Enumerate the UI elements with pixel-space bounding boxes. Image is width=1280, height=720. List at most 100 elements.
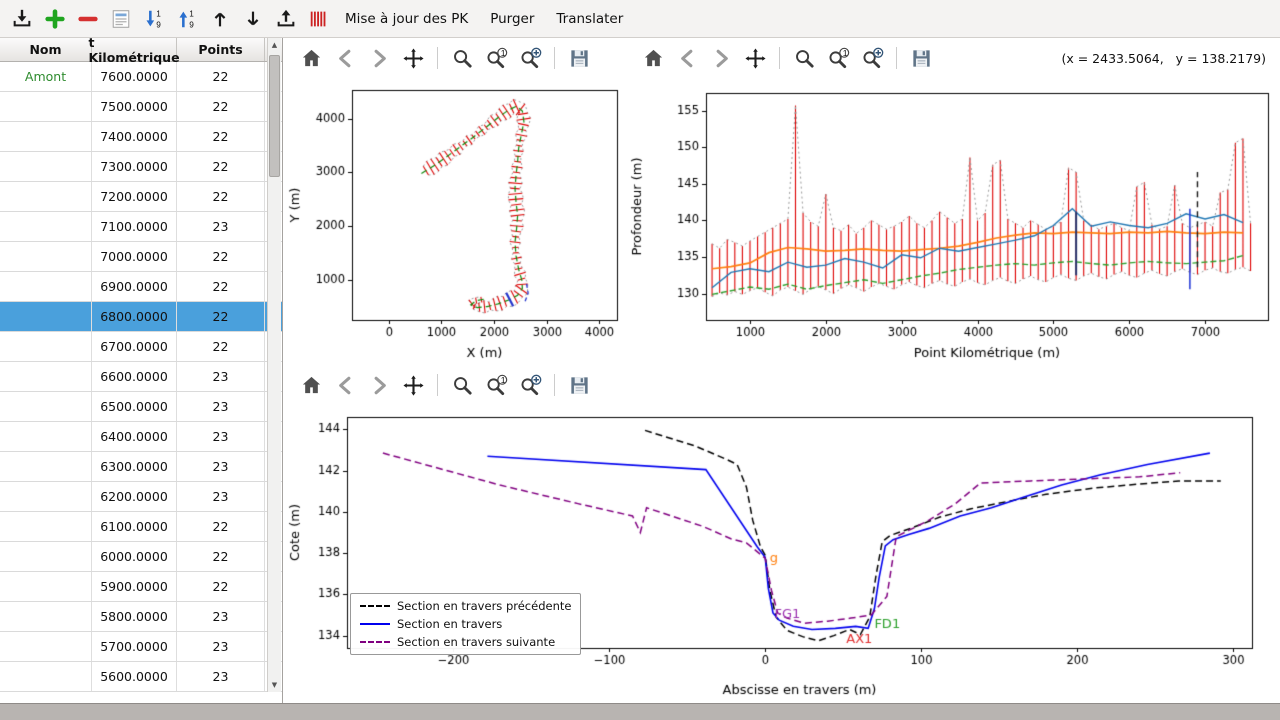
cell-points[interactable]: 23 xyxy=(177,482,265,511)
cell-points[interactable]: 22 xyxy=(177,62,265,91)
table-row[interactable]: 5900.0000 22 xyxy=(0,572,282,602)
table-row[interactable]: 7200.0000 22 xyxy=(0,182,282,212)
table-row[interactable]: 6400.0000 23 xyxy=(0,422,282,452)
cell-nom[interactable] xyxy=(0,452,92,481)
cell-nom[interactable] xyxy=(0,212,92,241)
cell-nom[interactable] xyxy=(0,92,92,121)
table-row[interactable]: 6700.0000 22 xyxy=(0,332,282,362)
table-row[interactable]: 7100.0000 23 xyxy=(0,212,282,242)
cell-nom[interactable] xyxy=(0,602,92,631)
save-button[interactable] xyxy=(907,44,935,72)
pk-marks-button[interactable] xyxy=(303,4,334,34)
cell-pk[interactable]: 6700.0000 xyxy=(92,332,177,361)
cell-points[interactable]: 22 xyxy=(177,122,265,151)
back-button[interactable] xyxy=(673,44,701,72)
cell-pk[interactable]: 7400.0000 xyxy=(92,122,177,151)
scroll-up-button[interactable]: ▲ xyxy=(271,41,278,49)
back-button[interactable] xyxy=(331,44,359,72)
cell-nom[interactable] xyxy=(0,332,92,361)
cell-nom[interactable] xyxy=(0,392,92,421)
table-row[interactable]: 6100.0000 22 xyxy=(0,512,282,542)
cell-points[interactable]: 22 xyxy=(177,572,265,601)
column-header-nom[interactable]: Nom xyxy=(0,38,92,61)
column-header-points[interactable]: Points xyxy=(177,38,265,61)
table-row[interactable]: 6000.0000 22 xyxy=(0,542,282,572)
table-row[interactable]: 7500.0000 22 xyxy=(0,92,282,122)
cell-nom[interactable] xyxy=(0,662,92,691)
cell-nom[interactable]: Amont xyxy=(0,62,92,91)
cell-points[interactable]: 22 xyxy=(177,542,265,571)
table-row[interactable]: 5600.0000 23 xyxy=(0,662,282,692)
table-row[interactable]: 7000.0000 22 xyxy=(0,242,282,272)
menu-mise-a-jour-des-pk[interactable]: Mise à jour des PK xyxy=(334,6,479,32)
save-button[interactable] xyxy=(565,371,593,399)
cell-points[interactable]: 23 xyxy=(177,422,265,451)
longitudinal-profile-chart[interactable] xyxy=(625,78,1280,365)
cell-pk[interactable]: 5600.0000 xyxy=(92,662,177,691)
cell-pk[interactable]: 6900.0000 xyxy=(92,272,177,301)
cell-nom[interactable] xyxy=(0,122,92,151)
column-header-pk[interactable]: t Kilométrique xyxy=(88,34,180,65)
export-button[interactable] xyxy=(270,4,301,34)
cell-points[interactable]: 23 xyxy=(177,452,265,481)
cell-nom[interactable] xyxy=(0,242,92,271)
cell-nom[interactable] xyxy=(0,422,92,451)
forward-button[interactable] xyxy=(365,44,393,72)
cell-pk[interactable]: 7300.0000 xyxy=(92,152,177,181)
table-row[interactable]: 5800.0000 23 xyxy=(0,602,282,632)
table-row[interactable]: 6800.0000 22 xyxy=(0,302,282,332)
cell-points[interactable]: 23 xyxy=(177,662,265,691)
table-row[interactable]: 6600.0000 23 xyxy=(0,362,282,392)
zoom-button[interactable] xyxy=(790,44,818,72)
table-row[interactable]: 7400.0000 22 xyxy=(0,122,282,152)
cell-nom[interactable] xyxy=(0,182,92,211)
home-button[interactable] xyxy=(297,44,325,72)
cell-pk[interactable]: 6300.0000 xyxy=(92,452,177,481)
cell-pk[interactable]: 7500.0000 xyxy=(92,92,177,121)
cell-nom[interactable] xyxy=(0,632,92,661)
cell-points[interactable]: 22 xyxy=(177,182,265,211)
cell-points[interactable]: 22 xyxy=(177,272,265,301)
cell-nom[interactable] xyxy=(0,302,92,331)
forward-button[interactable] xyxy=(707,44,735,72)
cell-pk[interactable]: 5800.0000 xyxy=(92,602,177,631)
menu-purger[interactable]: Purger xyxy=(479,6,545,32)
cell-pk[interactable]: 6500.0000 xyxy=(92,392,177,421)
cell-points[interactable]: 23 xyxy=(177,602,265,631)
zoom-plus-button[interactable] xyxy=(858,44,886,72)
zoom-plus-button[interactable] xyxy=(516,44,544,72)
save-button[interactable] xyxy=(565,44,593,72)
pan-button[interactable] xyxy=(399,371,427,399)
cell-nom[interactable] xyxy=(0,482,92,511)
zoom-button[interactable] xyxy=(448,44,476,72)
cell-pk[interactable]: 5900.0000 xyxy=(92,572,177,601)
cell-points[interactable]: 22 xyxy=(177,332,265,361)
zoom-1-button[interactable]: 1 xyxy=(482,371,510,399)
zoom-plus-button[interactable] xyxy=(516,371,544,399)
cell-nom[interactable] xyxy=(0,362,92,391)
pan-button[interactable] xyxy=(399,44,427,72)
cell-pk[interactable]: 7000.0000 xyxy=(92,242,177,271)
table-row[interactable]: 5700.0000 23 xyxy=(0,632,282,662)
cell-points[interactable]: 22 xyxy=(177,152,265,181)
home-button[interactable] xyxy=(297,371,325,399)
home-button[interactable] xyxy=(639,44,667,72)
cell-pk[interactable]: 6000.0000 xyxy=(92,542,177,571)
cell-points[interactable]: 22 xyxy=(177,242,265,271)
cell-points[interactable]: 23 xyxy=(177,632,265,661)
cell-points[interactable]: 23 xyxy=(177,362,265,391)
scrollbar-thumb[interactable] xyxy=(269,55,280,177)
cell-nom[interactable] xyxy=(0,542,92,571)
cell-points[interactable]: 23 xyxy=(177,212,265,241)
import-button[interactable] xyxy=(6,4,37,34)
table-scrollbar[interactable]: ▲ ▼ xyxy=(267,38,281,692)
cell-nom[interactable] xyxy=(0,512,92,541)
remove-button[interactable] xyxy=(72,4,103,34)
cell-nom[interactable] xyxy=(0,572,92,601)
move-down-button[interactable] xyxy=(237,4,268,34)
zoom-1-button[interactable]: 1 xyxy=(824,44,852,72)
back-button[interactable] xyxy=(331,371,359,399)
cross-section-chart[interactable] xyxy=(283,405,1280,702)
